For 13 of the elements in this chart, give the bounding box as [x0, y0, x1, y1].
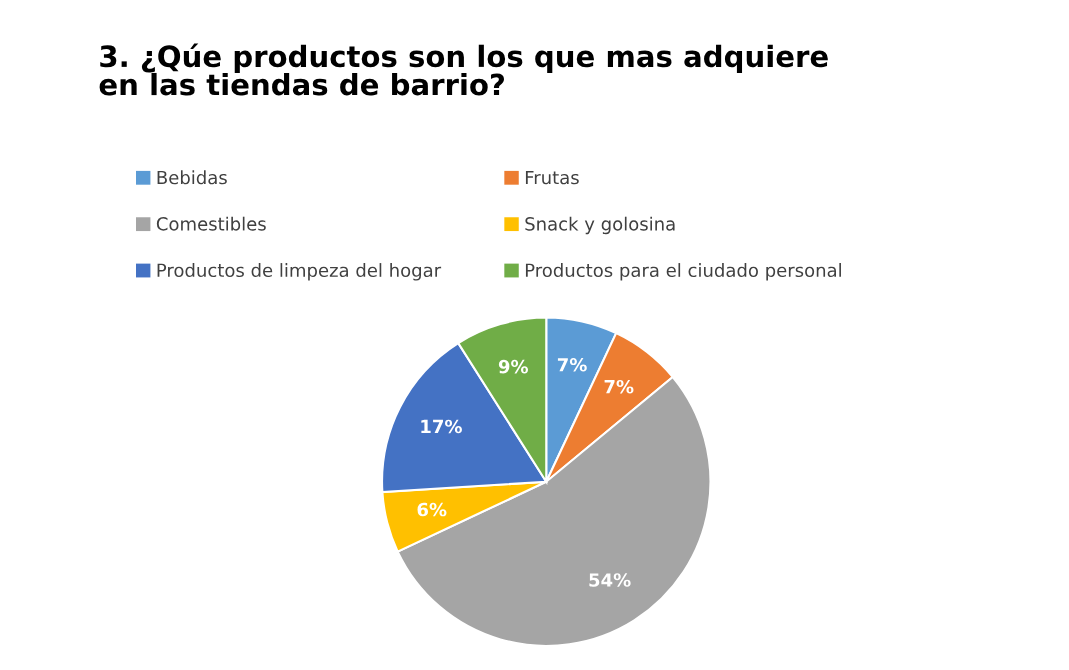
- legend-label: Bebidas: [157, 170, 227, 185]
- data-label: 9%: [498, 359, 529, 374]
- legend-label: Productos de limpeza del hogar: [157, 263, 442, 281]
- legend-label: Comestibles: [156, 216, 266, 231]
- legend-label: Frutas: [525, 170, 579, 185]
- data-label: 6%: [417, 502, 447, 517]
- data-label: 17%: [421, 419, 462, 434]
- data-label: 7%: [604, 379, 634, 394]
- legend-label: Productos para el ciudado personal: [525, 263, 841, 281]
- chart-title: 3. ¿Qúe productos son los que mas adquiere en las tiendas de barrio?: [99, 43, 828, 96]
- data-label: 54%: [589, 573, 631, 587]
- data-label: 7%: [557, 357, 587, 372]
- legend-label: Snack y golosina: [525, 216, 675, 235]
